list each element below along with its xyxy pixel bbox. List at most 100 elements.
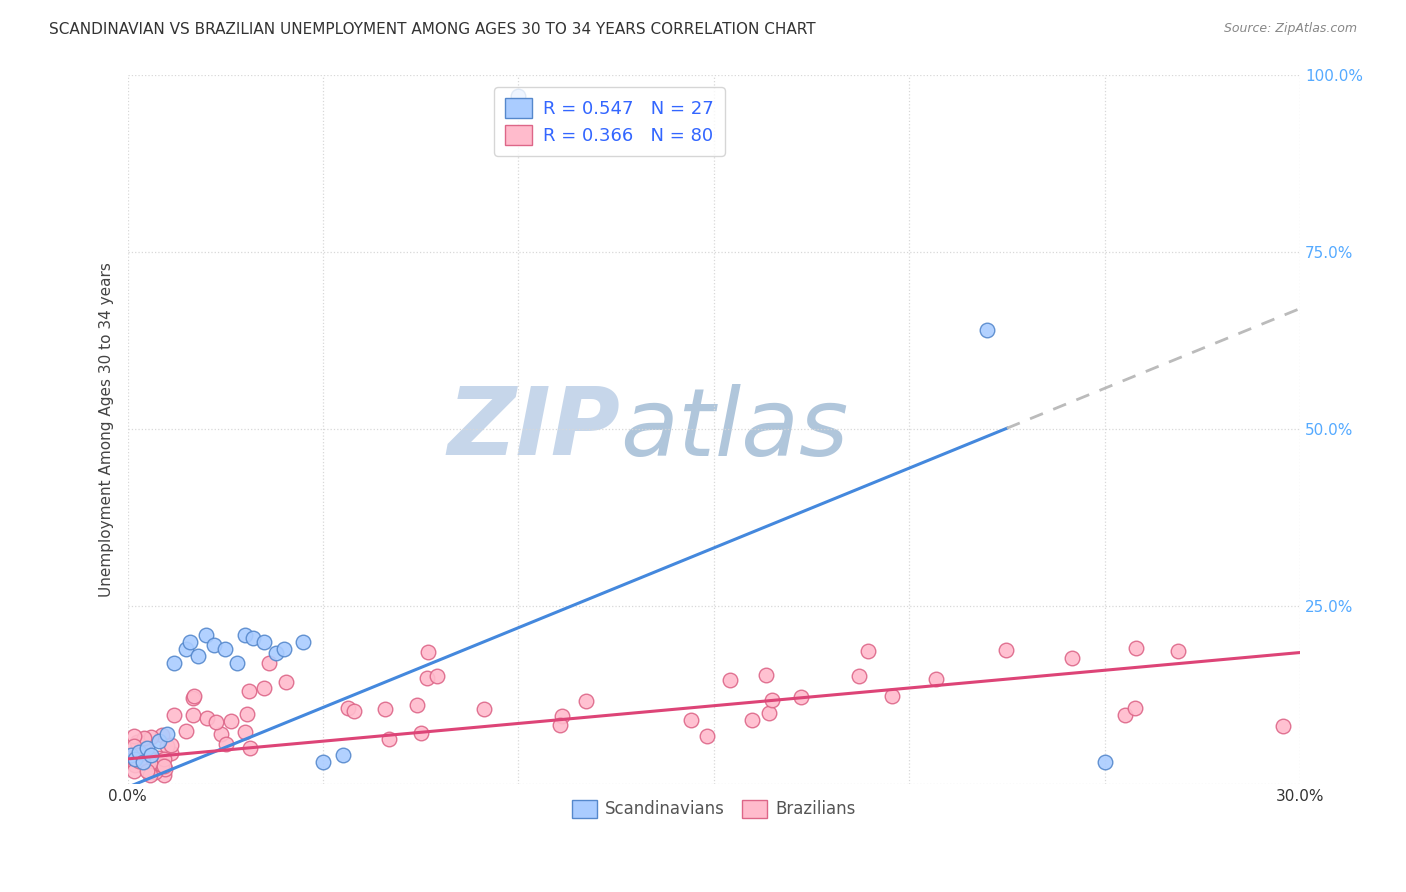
Point xyxy=(132,756,155,770)
Point xyxy=(575,694,598,708)
Point xyxy=(976,323,998,337)
Point xyxy=(138,756,160,771)
Point xyxy=(1167,643,1189,657)
Point xyxy=(163,707,186,722)
Text: ZIP: ZIP xyxy=(447,384,620,475)
Point xyxy=(209,727,232,741)
Point xyxy=(202,639,225,653)
Point xyxy=(1123,700,1146,714)
Point xyxy=(122,739,145,754)
Text: atlas: atlas xyxy=(620,384,848,475)
Point xyxy=(215,738,238,752)
Point xyxy=(121,748,143,763)
Point xyxy=(679,713,702,727)
Point xyxy=(128,754,150,768)
Point xyxy=(122,751,145,765)
Point xyxy=(124,758,146,772)
Point xyxy=(187,649,209,664)
Point xyxy=(194,628,217,642)
Point xyxy=(143,753,166,767)
Point xyxy=(755,668,778,682)
Point xyxy=(153,768,176,782)
Point xyxy=(238,683,260,698)
Point xyxy=(179,635,201,649)
Point xyxy=(127,748,149,763)
Text: SCANDINAVIAN VS BRAZILIAN UNEMPLOYMENT AMONG AGES 30 TO 34 YEARS CORRELATION CHA: SCANDINAVIAN VS BRAZILIAN UNEMPLOYMENT A… xyxy=(49,22,815,37)
Point xyxy=(156,739,179,753)
Point xyxy=(148,734,170,748)
Point xyxy=(242,632,264,646)
Point xyxy=(139,767,162,781)
Point xyxy=(337,700,360,714)
Point xyxy=(374,702,396,716)
Point xyxy=(219,714,242,729)
Point xyxy=(124,729,146,743)
Point xyxy=(134,731,156,746)
Point xyxy=(152,752,174,766)
Point xyxy=(377,732,399,747)
Point xyxy=(253,635,276,649)
Point xyxy=(292,635,315,649)
Point xyxy=(139,730,162,744)
Point xyxy=(264,646,287,660)
Point xyxy=(416,671,439,685)
Point xyxy=(856,644,879,658)
Point xyxy=(1125,641,1147,656)
Point xyxy=(257,656,280,670)
Point xyxy=(174,723,197,738)
Point xyxy=(416,645,439,659)
Point xyxy=(128,745,150,759)
Point xyxy=(789,690,811,704)
Point xyxy=(150,758,173,772)
Point xyxy=(551,708,574,723)
Point xyxy=(741,713,763,727)
Point xyxy=(1060,651,1083,665)
Point xyxy=(233,724,256,739)
Point xyxy=(131,755,153,769)
Point xyxy=(332,748,354,763)
Point xyxy=(174,642,197,657)
Point xyxy=(848,669,870,683)
Point xyxy=(1094,756,1116,770)
Point xyxy=(214,642,236,657)
Point xyxy=(406,698,429,713)
Point xyxy=(136,764,159,778)
Point xyxy=(195,710,218,724)
Point xyxy=(159,738,181,752)
Point xyxy=(143,765,166,780)
Point xyxy=(233,628,256,642)
Point xyxy=(236,707,259,722)
Point xyxy=(124,752,146,766)
Text: Source: ZipAtlas.com: Source: ZipAtlas.com xyxy=(1223,22,1357,36)
Point xyxy=(696,729,718,743)
Point xyxy=(156,727,179,741)
Point xyxy=(127,734,149,748)
Point xyxy=(761,693,783,707)
Point xyxy=(132,736,155,750)
Point xyxy=(183,689,205,703)
Point xyxy=(718,673,741,687)
Point xyxy=(758,706,780,721)
Point xyxy=(160,747,183,761)
Point xyxy=(136,741,159,756)
Point xyxy=(508,88,530,103)
Y-axis label: Unemployment Among Ages 30 to 34 years: Unemployment Among Ages 30 to 34 years xyxy=(100,261,114,597)
Point xyxy=(181,708,204,723)
Point xyxy=(274,675,297,690)
Point xyxy=(132,731,155,745)
Point xyxy=(134,742,156,756)
Point xyxy=(273,642,295,657)
Point xyxy=(152,759,174,773)
Point xyxy=(343,704,366,718)
Point xyxy=(239,740,262,755)
Point xyxy=(163,656,186,670)
Point xyxy=(472,702,495,716)
Point xyxy=(226,656,249,670)
Point xyxy=(1271,718,1294,732)
Legend: Scandinavians, Brazilians: Scandinavians, Brazilians xyxy=(565,793,862,825)
Point xyxy=(138,750,160,764)
Point xyxy=(205,715,228,730)
Point xyxy=(155,763,177,777)
Point xyxy=(181,691,204,706)
Point xyxy=(550,717,572,731)
